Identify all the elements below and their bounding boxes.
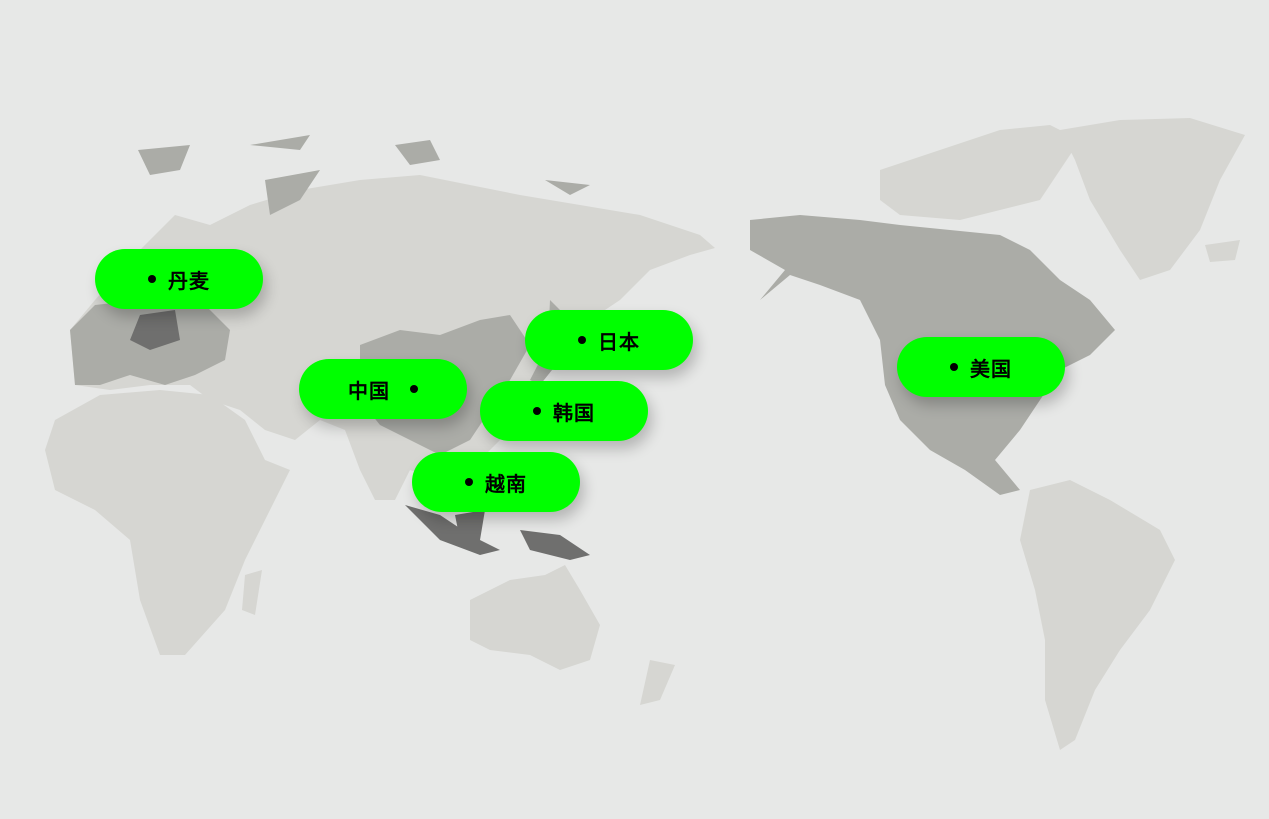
dot-icon	[410, 385, 418, 393]
dot-icon	[578, 336, 586, 344]
marker-label: 韩国	[553, 400, 595, 425]
dot-icon	[950, 363, 958, 371]
dot-icon	[533, 407, 541, 415]
marker-usa[interactable]: 美国	[897, 337, 1065, 397]
greenland-landmass	[1060, 118, 1245, 280]
south-america-landmass	[1020, 480, 1175, 750]
marker-label: 越南	[485, 471, 527, 496]
dot-icon	[465, 478, 473, 486]
dot-icon	[148, 275, 156, 283]
australia-landmass	[470, 565, 675, 705]
marker-korea[interactable]: 韩国	[480, 381, 648, 441]
marker-label: 中国	[348, 378, 390, 403]
africa-landmass	[45, 390, 290, 655]
canada-arctic-islands	[880, 125, 1080, 220]
marker-label: 丹麦	[168, 268, 210, 293]
marker-denmark[interactable]: 丹麦	[95, 249, 263, 309]
marker-vietnam[interactable]: 越南	[412, 452, 580, 512]
marker-label: 日本	[598, 329, 640, 354]
southeast-asia-highlight	[405, 505, 590, 560]
marker-japan[interactable]: 日本	[525, 310, 693, 370]
marker-label: 美国	[970, 356, 1012, 381]
germany-highlight	[130, 310, 180, 350]
marker-china[interactable]: 中国	[299, 359, 467, 419]
